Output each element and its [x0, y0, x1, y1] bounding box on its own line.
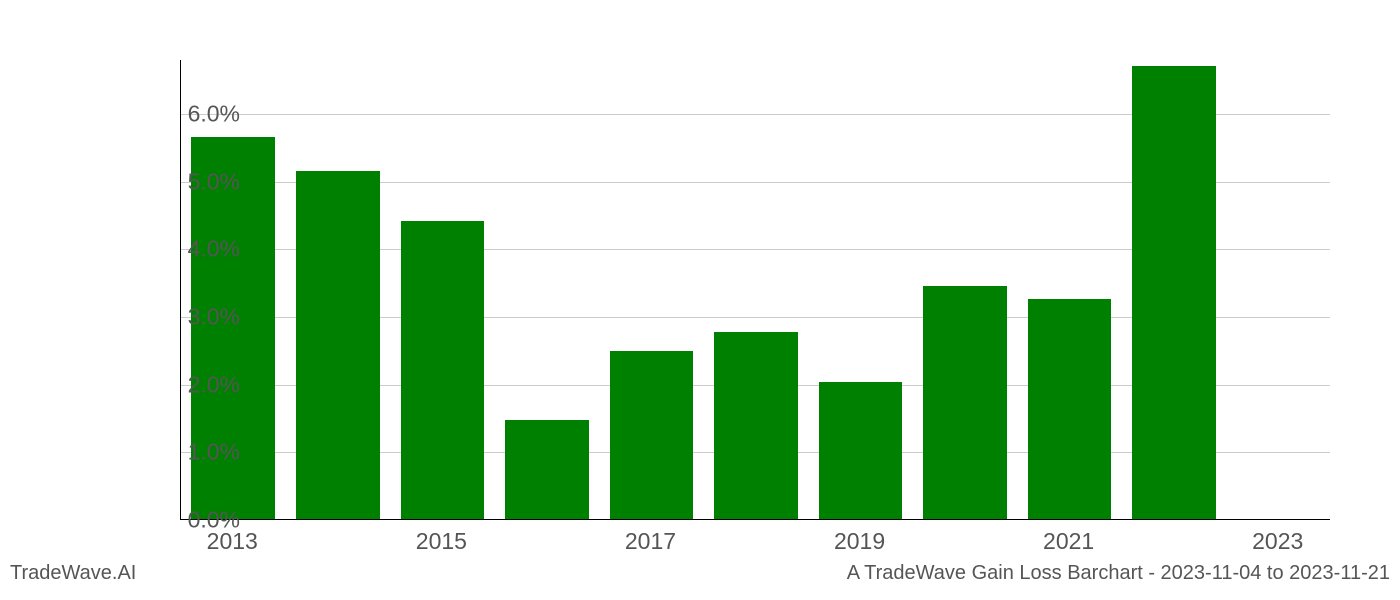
footer-right-label: A TradeWave Gain Loss Barchart - 2023-11… [847, 562, 1390, 585]
xtick-label: 2013 [207, 528, 258, 555]
xtick-label: 2017 [625, 528, 676, 555]
ytick-label: 5.0% [140, 168, 240, 195]
footer-left-label: TradeWave.AI [10, 562, 136, 585]
ytick-label: 4.0% [140, 236, 240, 263]
xtick-label: 2023 [1252, 528, 1303, 555]
ytick-label: 6.0% [140, 101, 240, 128]
ytick-label: 2.0% [140, 371, 240, 398]
bar-2020 [923, 286, 1007, 519]
chart-container [180, 60, 1330, 520]
xtick-label: 2015 [416, 528, 467, 555]
bar-2016 [505, 420, 589, 519]
bar-2019 [819, 382, 903, 519]
bar-2021 [1028, 299, 1112, 519]
bar-2017 [610, 351, 694, 519]
plot-area [180, 60, 1330, 520]
xtick-label: 2019 [834, 528, 885, 555]
xtick-label: 2021 [1043, 528, 1094, 555]
bar-2015 [401, 221, 485, 519]
bar-2014 [296, 171, 380, 519]
ytick-label: 3.0% [140, 304, 240, 331]
ytick-label: 1.0% [140, 439, 240, 466]
bar-2018 [714, 332, 798, 519]
bar-2022 [1132, 66, 1216, 519]
